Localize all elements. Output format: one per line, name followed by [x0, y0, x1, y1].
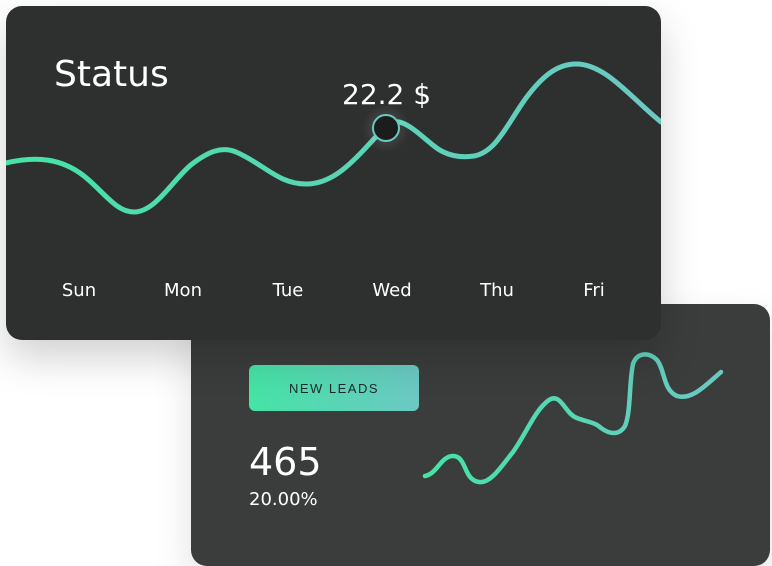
day-label-sun: Sun — [61, 280, 97, 301]
leads-card: NEW LEADS 465 20.00% — [191, 304, 770, 566]
status-card: Status 22.2 $ Sun Mon Tue Wed Thu Fri — [6, 6, 661, 340]
new-leads-badge[interactable]: NEW LEADS — [249, 365, 419, 411]
leads-trend-line — [422, 352, 724, 485]
status-line-chart — [6, 61, 661, 215]
day-label-thu: Thu — [480, 280, 514, 301]
leads-count: 465 — [249, 440, 322, 484]
day-label-wed: Wed — [372, 280, 412, 301]
data-point-marker[interactable] — [372, 114, 400, 142]
tooltip-value: 22.2 $ — [342, 78, 432, 111]
day-label-mon: Mon — [164, 280, 202, 301]
leads-percent: 20.00% — [249, 489, 318, 510]
status-title: Status — [54, 54, 169, 95]
leads-sparkline — [422, 352, 724, 485]
day-label-tue: Tue — [272, 280, 304, 301]
status-trend-line — [6, 61, 661, 215]
day-label-fri: Fri — [583, 280, 605, 301]
